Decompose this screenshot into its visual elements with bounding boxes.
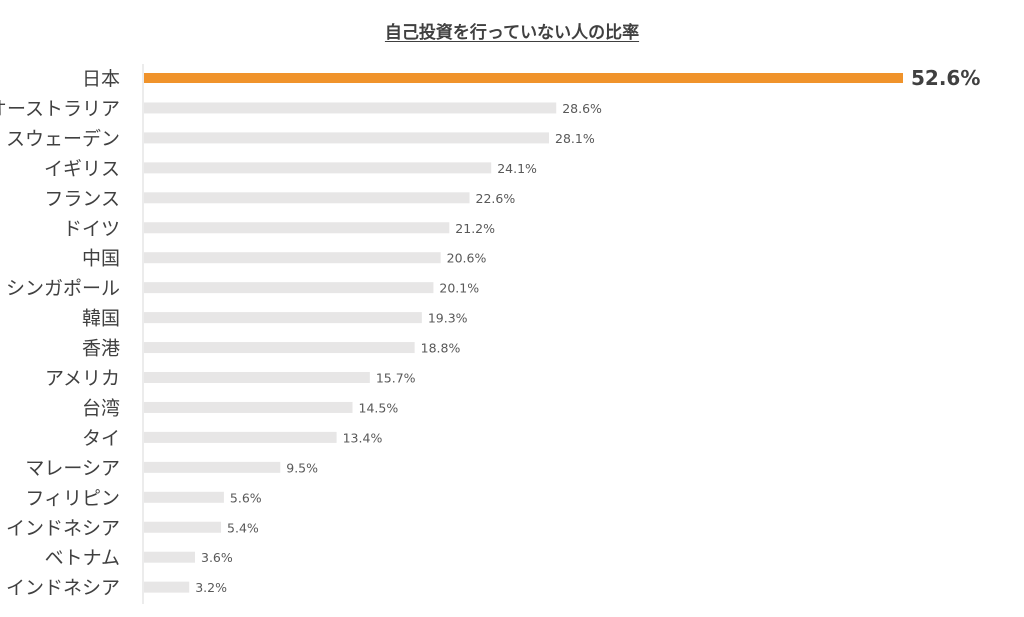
category-label-13: マレーシア <box>25 457 120 479</box>
bar-4 <box>144 192 470 204</box>
bar-16 <box>144 551 196 563</box>
value-label-6: 20.6% <box>447 251 487 266</box>
category-label-7: シンガポール <box>6 278 120 300</box>
bar-0 <box>144 73 903 83</box>
category-label-16: ベトナム <box>45 547 120 569</box>
value-label-12: 13.4% <box>343 430 383 445</box>
category-label-12: タイ <box>82 427 120 449</box>
value-label-2: 28.1% <box>555 131 595 146</box>
bar-13 <box>144 461 281 473</box>
bar-3 <box>144 162 492 174</box>
value-label-8: 19.3% <box>428 311 468 326</box>
value-label-5: 21.2% <box>455 221 495 236</box>
category-label-14: フィリピン <box>25 487 120 509</box>
bar-15 <box>144 521 222 533</box>
bar-10 <box>144 372 370 383</box>
value-label-10: 15.7% <box>376 371 416 386</box>
category-label-11: 台湾 <box>82 397 120 419</box>
value-label-17: 3.2% <box>195 580 227 595</box>
category-label-1: オーストラリア <box>0 98 120 120</box>
value-label-1: 28.6% <box>562 101 602 116</box>
value-label-11: 14.5% <box>359 400 399 415</box>
value-label-9: 18.8% <box>421 341 461 356</box>
category-label-2: スウェーデン <box>6 128 120 150</box>
bar-14 <box>144 491 224 503</box>
bar-7 <box>144 282 434 294</box>
category-label-4: フランス <box>44 188 120 210</box>
value-label-4: 22.6% <box>476 191 516 206</box>
bar-2 <box>144 132 550 144</box>
category-label-5: ドイツ <box>63 218 120 240</box>
category-label-17: インドネシア <box>6 577 120 599</box>
bar-11 <box>144 401 353 413</box>
value-label-3: 24.1% <box>497 161 537 176</box>
value-label-7: 20.1% <box>439 281 479 296</box>
value-label-15: 5.4% <box>227 520 259 535</box>
bar-6 <box>144 252 441 264</box>
value-label-0: 52.6% <box>911 66 980 90</box>
value-label-13: 9.5% <box>286 460 318 475</box>
value-label-16: 3.6% <box>201 550 233 565</box>
bar-9 <box>144 342 415 354</box>
category-label-8: 韓国 <box>82 308 120 330</box>
category-label-0: 日本 <box>82 68 120 90</box>
value-label-14: 5.6% <box>230 490 262 505</box>
bar-1 <box>144 102 557 114</box>
category-label-6: 中国 <box>82 248 120 270</box>
bar-8 <box>144 312 422 324</box>
bar-5 <box>144 222 450 234</box>
bar-12 <box>144 431 337 443</box>
category-label-15: インドネシア <box>6 517 120 539</box>
bar-17 <box>144 581 190 593</box>
category-label-3: イギリス <box>44 158 120 180</box>
category-label-9: 香港 <box>82 338 120 360</box>
category-label-10: アメリカ <box>45 368 120 390</box>
chart-title: 自己投資を行っていない人の比率 <box>384 23 640 43</box>
